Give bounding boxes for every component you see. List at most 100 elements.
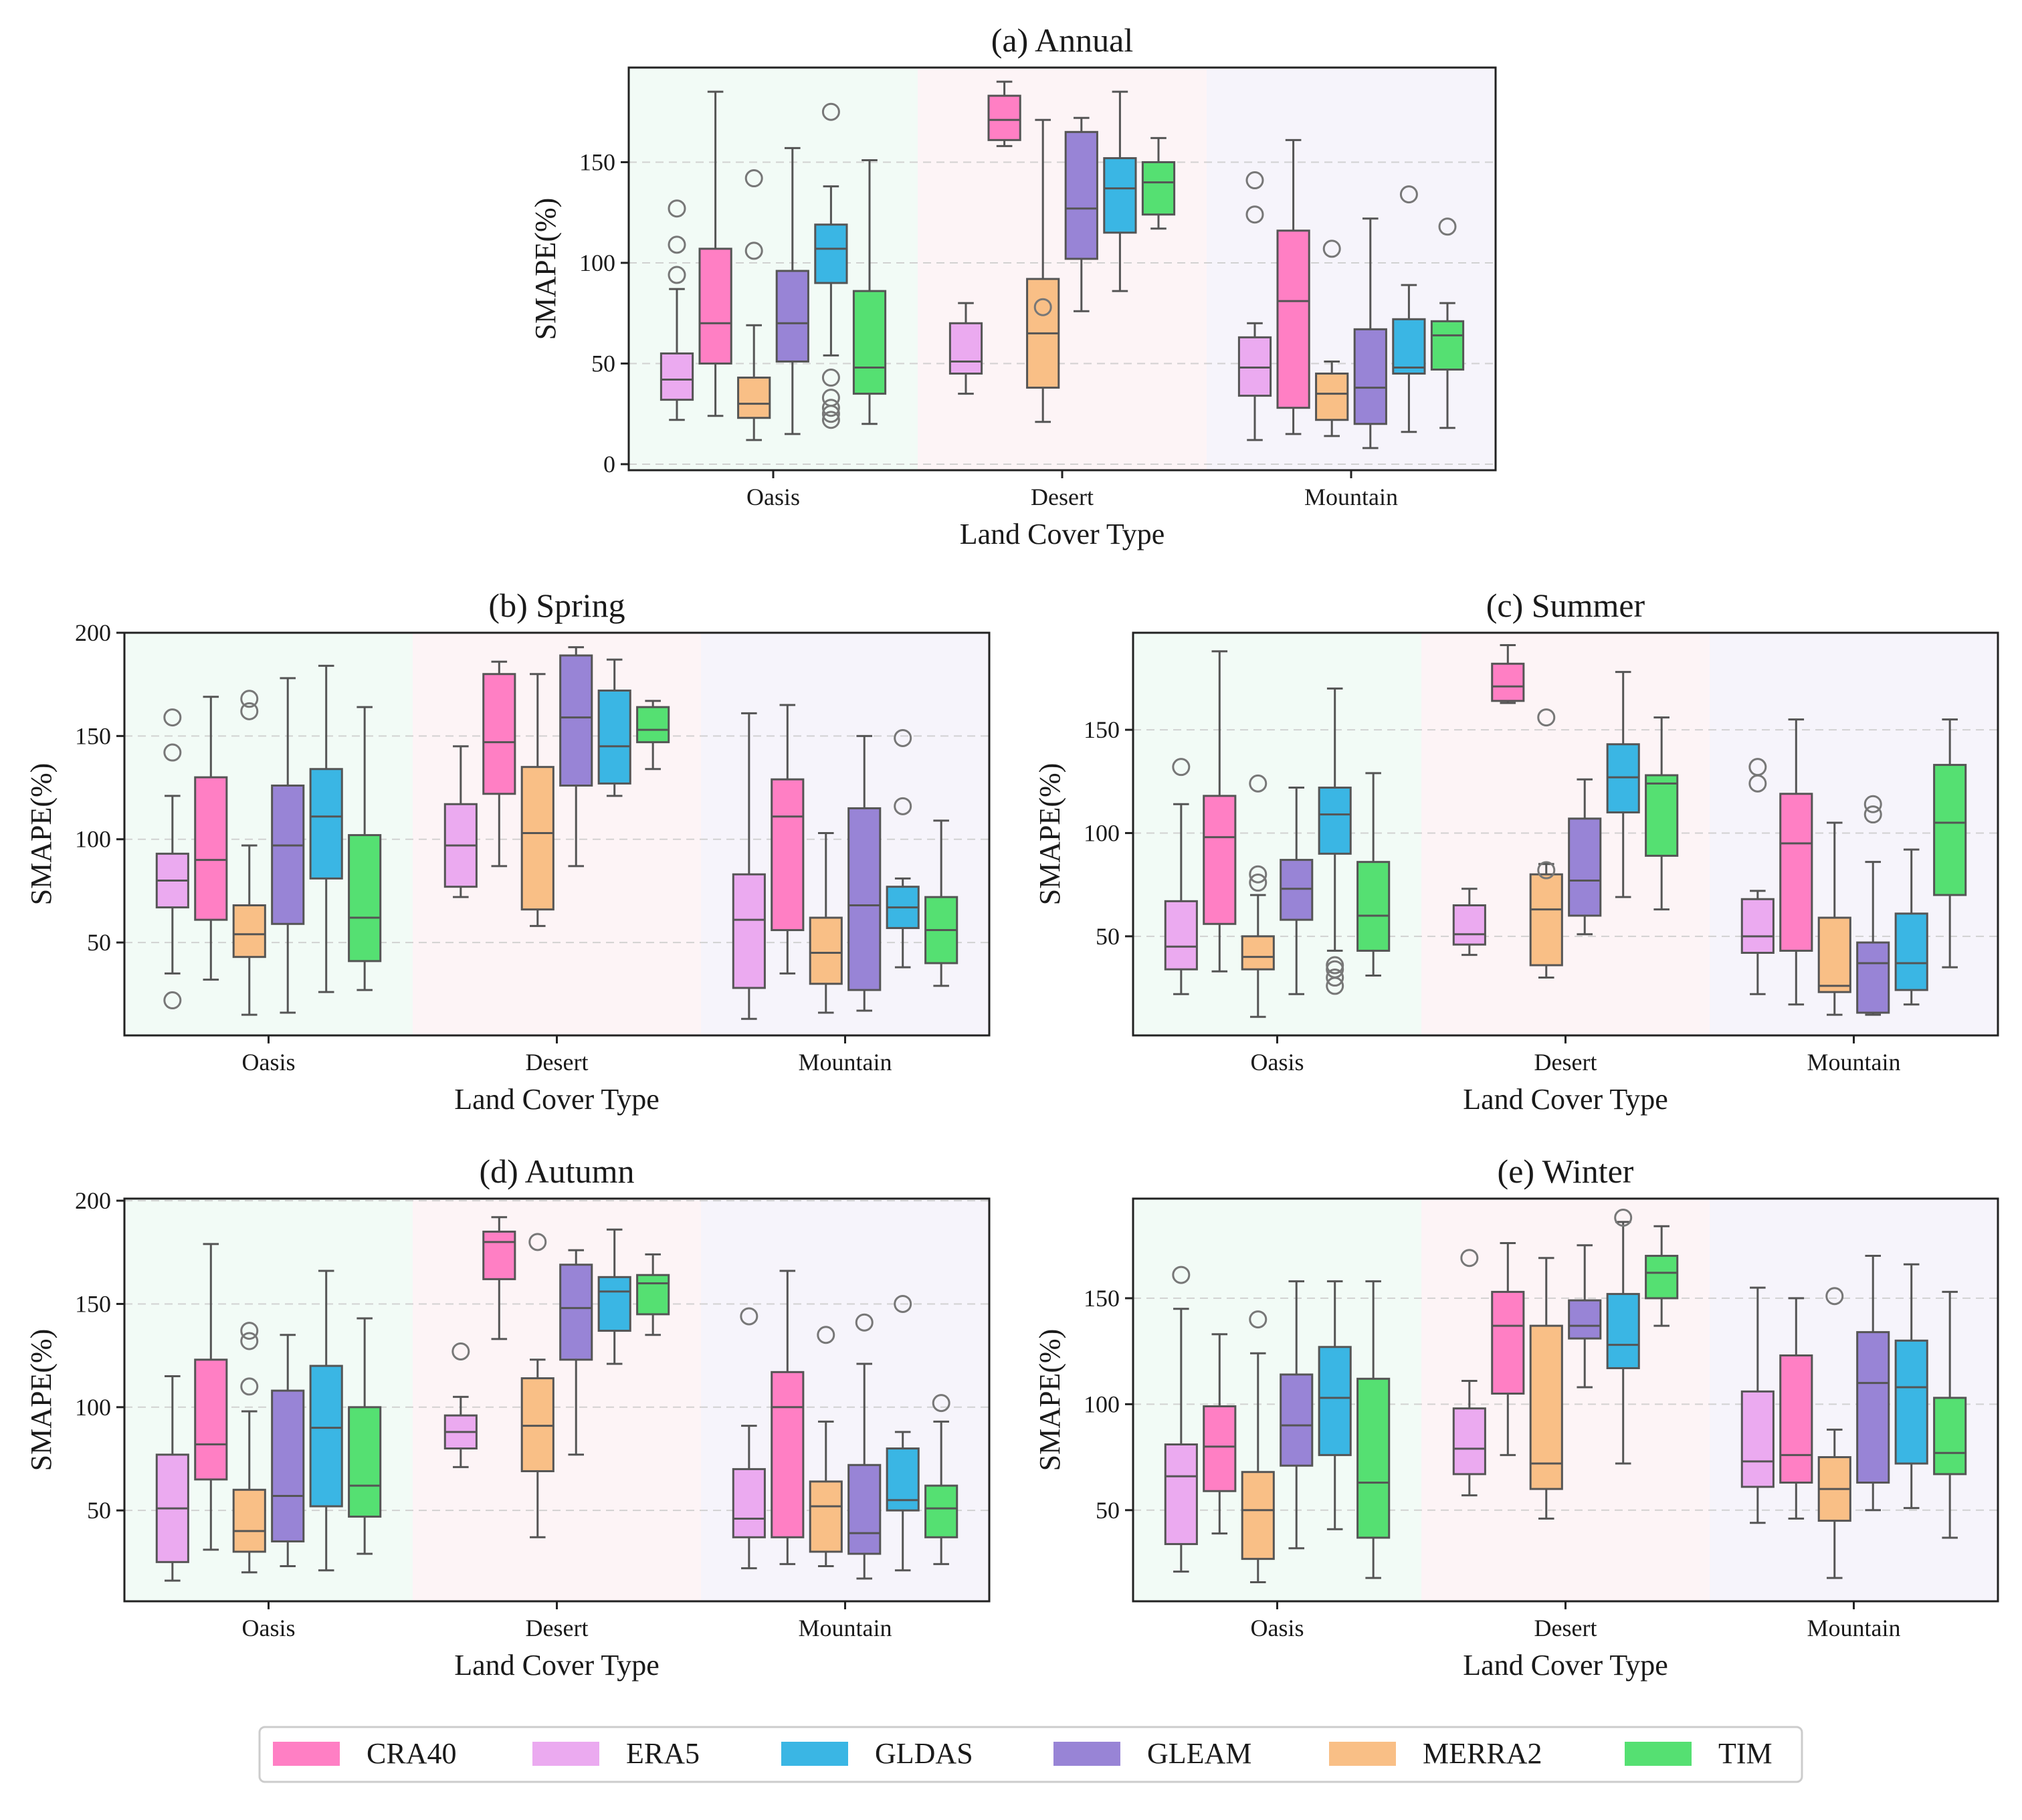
box-mountain-gleam [847, 1313, 882, 1580]
legend-swatch [532, 1742, 599, 1766]
box-iqr [1894, 1339, 1928, 1465]
box-iqr [1645, 1255, 1679, 1300]
outlier-point [1249, 865, 1268, 884]
box-iqr [771, 778, 805, 932]
box-mountain-gleam [1856, 795, 1890, 1016]
y-tick-label: 100 [75, 1394, 111, 1421]
outlier-point [240, 702, 259, 720]
outlier-point [528, 1233, 547, 1251]
y-tick-label: 150 [75, 722, 111, 749]
outlier-point [894, 797, 912, 815]
outlier-point [1249, 874, 1268, 892]
box-iqr [847, 807, 882, 991]
box-mountain-gleam [1856, 1255, 1890, 1512]
outlier-point [855, 1313, 874, 1332]
outlier-point [668, 199, 686, 218]
outlier-point [1537, 708, 1556, 727]
legend-swatch [1625, 1742, 1692, 1766]
box-oasis-gldas [1318, 1280, 1352, 1530]
x-tick-label-mountain: Mountain [799, 1615, 892, 1641]
background-band-desert [413, 1199, 701, 1601]
outlier-point [817, 1326, 835, 1344]
box-iqr [1568, 817, 1602, 917]
box-iqr [1353, 328, 1387, 425]
box-mountain-cra40 [771, 1270, 805, 1565]
box-iqr [1315, 373, 1349, 421]
box-desert-cra40 [987, 80, 1021, 147]
outlier-point [932, 1394, 950, 1413]
outlier-point [744, 241, 763, 260]
box-iqr [520, 1377, 554, 1473]
box-desert-cra40 [482, 660, 516, 868]
legend-item-gldas: GLDAS [781, 1737, 973, 1770]
x-axis-label: Land Cover Type [454, 1649, 659, 1682]
box-oasis-gleam [1280, 787, 1314, 995]
box-iqr [636, 1274, 670, 1316]
box-iqr [660, 352, 694, 401]
box-iqr [1856, 941, 1890, 1014]
y-tick-label: 200 [75, 1187, 111, 1214]
box-desert-tim [1645, 1225, 1679, 1327]
legend-item-era5: ERA5 [532, 1737, 700, 1770]
box-desert-cra40 [1491, 1242, 1525, 1456]
box-mountain-merra2 [809, 1326, 843, 1568]
box-iqr [814, 223, 848, 284]
box-desert-merra2 [1026, 118, 1060, 423]
x-tick-label-oasis: Oasis [242, 1049, 296, 1076]
box-iqr [987, 94, 1021, 141]
y-tick-label: 50 [1096, 1497, 1120, 1524]
x-tick-label-oasis: Oasis [1251, 1615, 1304, 1641]
box-mountain-merra2 [1315, 239, 1349, 437]
box-mountain-gldas [1894, 1263, 1928, 1510]
y-tick-label: 100 [75, 826, 111, 853]
box-oasis-cra40 [194, 1243, 228, 1551]
y-tick-label: 150 [579, 148, 615, 175]
x-axis-label: Land Cover Type [1463, 1649, 1667, 1682]
box-oasis-era5 [1164, 1266, 1198, 1573]
outlier-point [1438, 217, 1457, 236]
box-mountain-era5 [732, 712, 766, 1020]
box-iqr [1164, 1443, 1198, 1545]
box-mountain-cra40 [1276, 138, 1310, 435]
box-iqr [636, 706, 670, 744]
legend-swatch [1053, 1742, 1120, 1766]
chart-title: (c) Summer [1486, 587, 1645, 624]
box-iqr [1064, 130, 1098, 260]
x-tick-label-mountain: Mountain [1807, 1615, 1901, 1641]
box-iqr [1280, 1373, 1314, 1467]
legend-label: TIM [1718, 1737, 1773, 1770]
outlier-point [1322, 239, 1341, 258]
box-desert-era5 [948, 302, 983, 395]
y-tick-label: 50 [1096, 923, 1120, 950]
box-iqr [194, 776, 228, 921]
outlier-point [744, 169, 763, 188]
box-mountain-tim [924, 1394, 958, 1565]
box-iqr [1568, 1299, 1602, 1340]
box-iqr [1430, 320, 1465, 371]
outlier-point [451, 1342, 470, 1360]
chart-title: (a) Annual [991, 21, 1133, 59]
x-tick-label-desert: Desert [1534, 1615, 1597, 1641]
box-iqr [847, 1463, 882, 1555]
box-mountain-gldas [1392, 185, 1426, 433]
box-iqr [1740, 1390, 1775, 1488]
box-iqr [1392, 318, 1426, 375]
y-tick-label: 100 [1084, 819, 1120, 846]
box-iqr [309, 768, 343, 880]
legend-swatch [273, 1742, 340, 1766]
outlier-point [163, 743, 182, 762]
box-mountain-era5 [1237, 171, 1272, 441]
box-oasis-merra2 [1241, 774, 1275, 1018]
y-tick-label: 150 [75, 1290, 111, 1317]
y-tick-label: 0 [603, 451, 615, 478]
box-mountain-tim [1430, 217, 1465, 429]
box-iqr [1103, 157, 1137, 234]
outlier-point [1326, 956, 1344, 975]
box-mountain-merra2 [1817, 821, 1851, 1016]
box-mountain-tim [924, 819, 958, 987]
x-axis-label: Land Cover Type [960, 518, 1165, 550]
box-mountain-merra2 [809, 831, 843, 1014]
box-desert-gldas [1606, 1209, 1640, 1465]
box-iqr [1241, 1471, 1275, 1560]
panel-summer: 50 100 150 Oasis Desert Mountain (c) Summer Lan… [1033, 587, 1999, 1116]
